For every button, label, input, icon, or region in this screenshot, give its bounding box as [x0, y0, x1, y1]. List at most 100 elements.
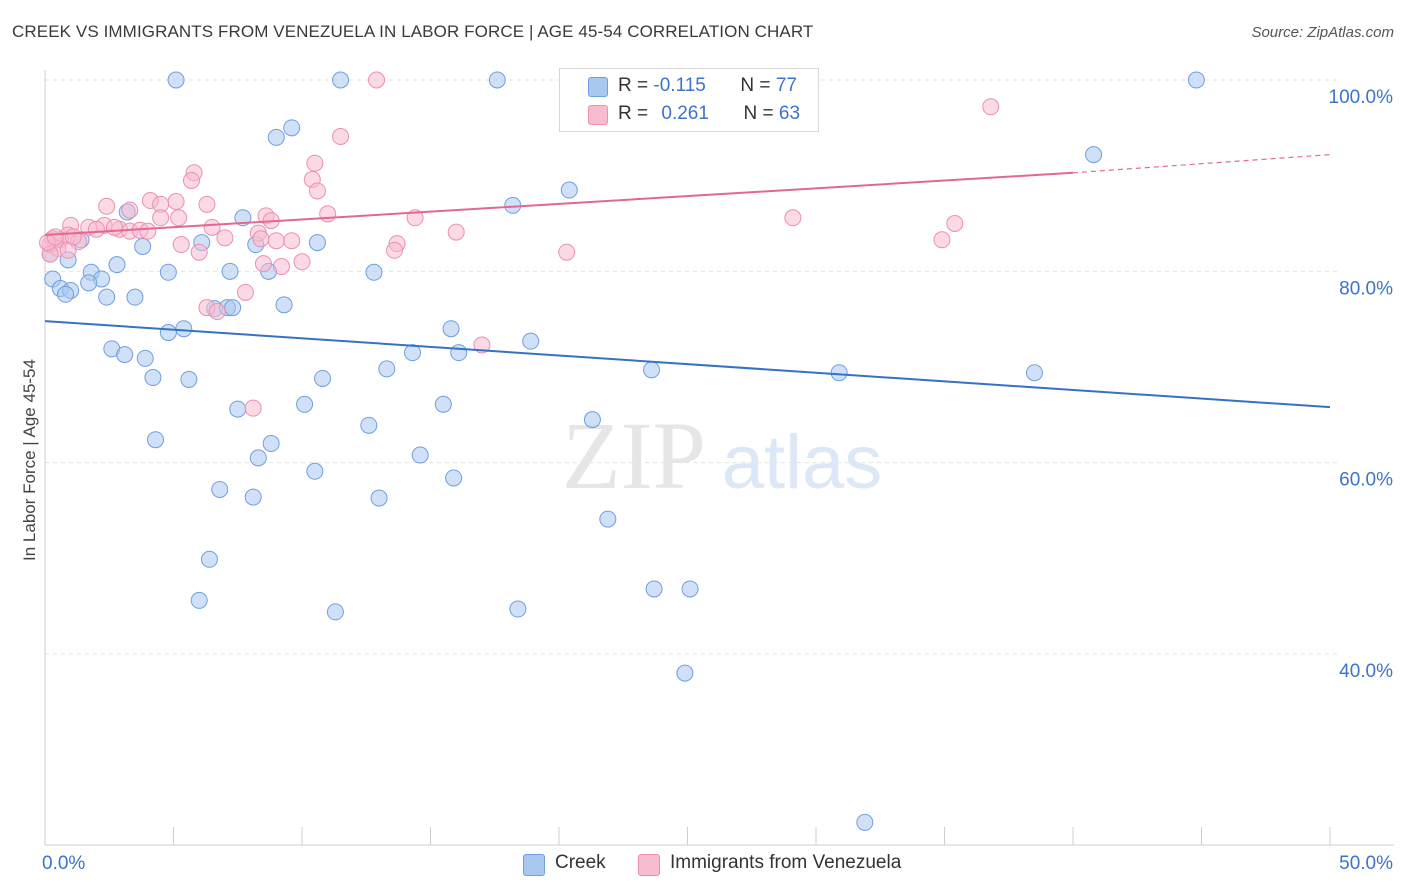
legend-swatch-creek	[588, 77, 608, 97]
creek-points	[41, 71, 1205, 831]
series-label-venezuela: Immigrants from Venezuela	[670, 852, 902, 873]
creek-point	[221, 262, 239, 280]
creek-point	[116, 346, 134, 364]
creek-point	[308, 234, 326, 252]
venezuela-point	[933, 231, 951, 249]
venezuela-point	[386, 241, 404, 259]
watermark-atlas: atlas	[722, 420, 883, 505]
venezuela-point	[198, 195, 216, 213]
chart-source: Source: ZipAtlas.com	[1251, 24, 1394, 41]
creek-point	[522, 332, 540, 350]
creek-point	[275, 296, 293, 314]
legend-n-value: 77	[775, 75, 797, 96]
legend-r-label: R =	[618, 103, 649, 124]
legend-r-value: -0.115	[653, 75, 706, 96]
creek-point	[175, 320, 193, 338]
venezuela-trend-line	[44, 171, 1074, 236]
venezuela-point	[368, 71, 386, 89]
creek-point	[211, 480, 229, 498]
venezuela-point	[98, 197, 116, 215]
venezuela-point	[203, 218, 221, 236]
creek-point	[442, 320, 460, 338]
creek-point	[80, 274, 98, 292]
creek-point	[378, 360, 396, 378]
creek-point	[147, 431, 165, 449]
creek-point	[267, 128, 285, 146]
y-tick-label: 40.0%	[1339, 661, 1393, 682]
legend-n-label: N =	[743, 103, 774, 124]
creek-point	[283, 119, 301, 137]
creek-point	[645, 580, 663, 598]
venezuela-point	[139, 222, 157, 240]
venezuela-point	[558, 243, 576, 261]
creek-point	[1187, 71, 1205, 89]
creek-point	[144, 369, 162, 387]
creek-point	[314, 369, 332, 387]
creek-point	[136, 349, 154, 367]
venezuela-point	[64, 228, 82, 246]
creek-point	[159, 263, 177, 281]
trend-lines	[44, 154, 1331, 409]
venezuela-point	[167, 192, 185, 210]
creek-point	[411, 446, 429, 464]
venezuela-point	[272, 258, 290, 276]
venezuela-point	[982, 98, 1000, 116]
creek-point	[98, 288, 116, 306]
venezuela-point	[946, 215, 964, 232]
creek-point	[134, 237, 152, 255]
creek-point	[306, 462, 324, 480]
venezuela-trend-extension	[1072, 154, 1331, 174]
creek-trend-line	[44, 320, 1331, 409]
venezuela-point	[308, 182, 326, 200]
venezuela-point	[170, 209, 188, 227]
venezuela-point	[252, 230, 270, 248]
venezuela-point	[172, 236, 190, 254]
creek-point	[856, 813, 874, 831]
creek-point	[360, 416, 378, 434]
venezuela-point	[152, 209, 170, 227]
creek-point	[326, 603, 344, 621]
venezuela-point	[105, 218, 123, 236]
series-swatch-venezuela	[638, 854, 660, 876]
x-tick-label: 50.0%	[1339, 853, 1393, 874]
x-tick-labels: 0.0% 50.0%	[42, 853, 1393, 874]
creek-point	[830, 364, 848, 382]
venezuela-point	[46, 228, 64, 246]
creek-point	[504, 196, 522, 214]
venezuela-point	[182, 171, 200, 189]
y-axis-label: In Labor Force | Age 45-54	[20, 359, 39, 561]
venezuela-point	[267, 232, 285, 250]
venezuela-point	[254, 255, 272, 273]
y-tick-label: 60.0%	[1339, 470, 1393, 491]
creek-point	[190, 591, 208, 609]
venezuela-point	[293, 253, 311, 271]
legend-n-value: 63	[778, 103, 801, 124]
venezuela-point	[306, 154, 324, 172]
venezuela-point	[216, 229, 234, 247]
venezuela-point	[332, 127, 350, 145]
venezuela-point	[190, 243, 208, 261]
x-tick-label: 0.0%	[42, 853, 85, 874]
venezuela-point	[244, 399, 262, 417]
creek-point	[167, 71, 185, 89]
legend-swatch-venezuela	[588, 105, 608, 125]
creek-point	[370, 489, 388, 507]
creek-point	[676, 664, 694, 682]
chart-title: CREEK VS IMMIGRANTS FROM VENEZUELA IN LA…	[12, 22, 814, 41]
venezuela-points	[39, 71, 1000, 417]
venezuela-point	[447, 223, 465, 241]
creek-point	[234, 209, 252, 227]
creek-point	[57, 285, 75, 303]
creek-point	[509, 600, 527, 618]
zipatlas-watermark: ZIP atlas	[562, 402, 882, 509]
legend-r-label: R =	[618, 75, 649, 96]
series-swatch-creek	[523, 854, 545, 876]
creek-point	[249, 449, 267, 467]
creek-point	[126, 288, 144, 306]
venezuela-point	[473, 336, 491, 354]
creek-point	[560, 181, 578, 199]
creek-point	[445, 469, 463, 487]
legend-row-venezuela: R = 0.261 N = 63	[618, 103, 800, 125]
venezuela-point	[208, 303, 226, 321]
series-legend: Creek Immigrants from Venezuela	[0, 852, 1406, 878]
